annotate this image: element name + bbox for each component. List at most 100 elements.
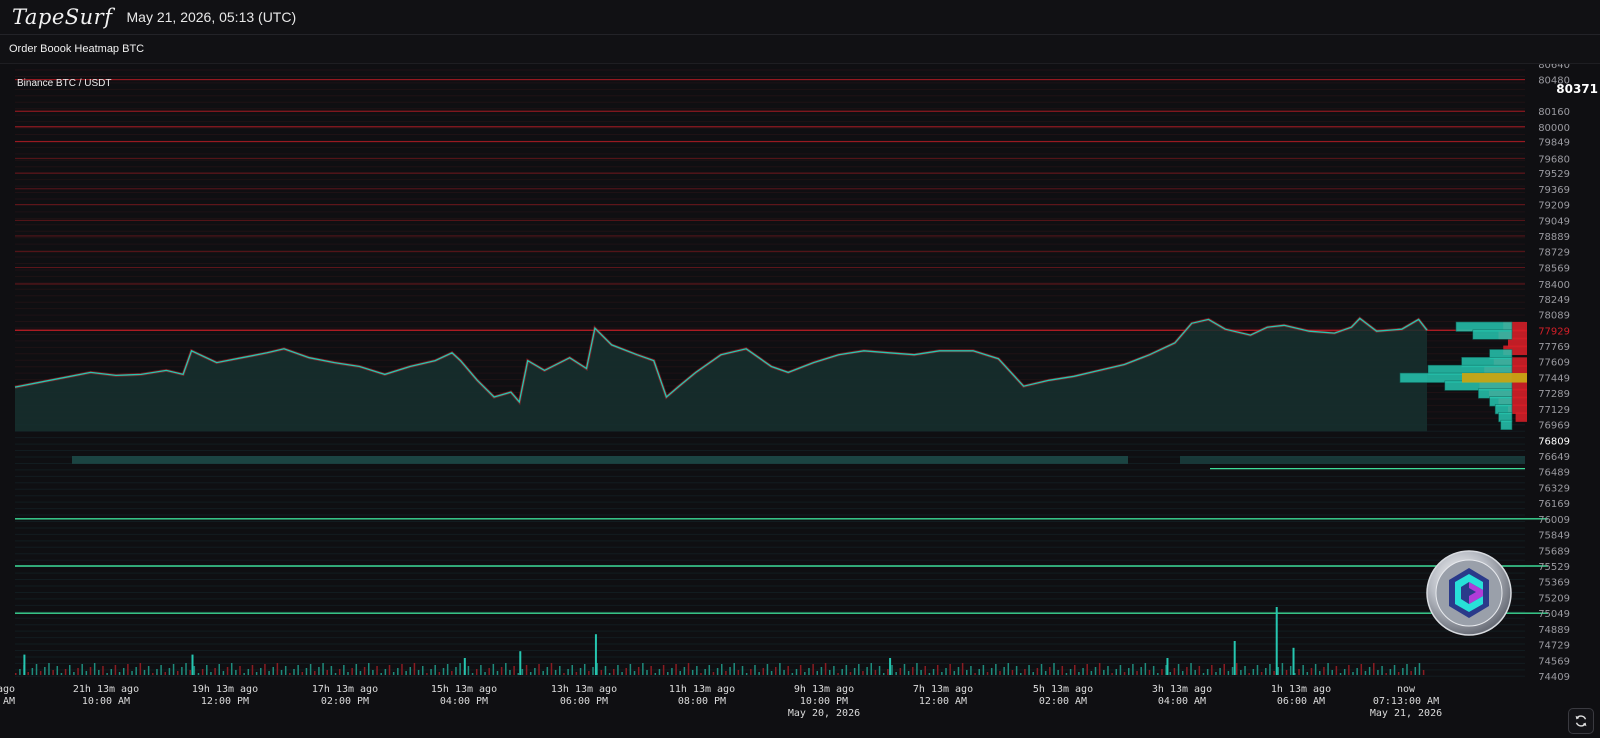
y-axis-tick-label: 78400 xyxy=(1538,280,1570,291)
volume-bar xyxy=(1219,668,1221,675)
volume-bar xyxy=(1082,668,1084,675)
volume-bar xyxy=(833,666,835,675)
volume-bar xyxy=(272,667,274,675)
volume-bar xyxy=(430,669,432,675)
y-axis-tick-label: 77609 xyxy=(1538,358,1570,369)
volume-bar xyxy=(210,672,212,675)
refresh-button[interactable] xyxy=(1568,708,1594,734)
x-axis-date-label: May 21, 2026 xyxy=(1370,708,1442,719)
volume-bar xyxy=(343,665,345,675)
volume-bar xyxy=(110,669,113,675)
y-axis-tick-label: 77289 xyxy=(1538,389,1570,400)
volume-bar xyxy=(899,668,902,675)
volume-bar xyxy=(1107,666,1109,675)
volume-bar xyxy=(629,664,632,675)
volume-bar xyxy=(995,664,997,675)
volume-bar xyxy=(89,667,92,675)
volume-bar xyxy=(986,672,989,675)
volume-bar xyxy=(1397,672,1400,675)
volume-bar xyxy=(1057,670,1059,675)
volume-bar xyxy=(1206,669,1209,675)
y-axis-tick-label: 77449 xyxy=(1538,373,1570,384)
volume-bar xyxy=(1086,664,1088,675)
volume-bar xyxy=(990,668,993,675)
volume-bar xyxy=(52,670,54,675)
x-axis-time-label: 10:00 AM xyxy=(82,696,130,707)
volume-bar xyxy=(949,664,951,675)
y-axis-tick-label: 77929 xyxy=(1538,326,1570,337)
volume-bar xyxy=(737,670,740,675)
y-axis-tick-label: 79849 xyxy=(1538,138,1570,149)
volume-bar xyxy=(505,663,507,675)
volume-bar xyxy=(542,671,544,675)
volume-bar xyxy=(687,663,690,675)
volume-bar xyxy=(1123,672,1126,675)
y-axis-tick-label: 75209 xyxy=(1538,593,1570,604)
volume-bar xyxy=(654,673,657,675)
heatmap-svg[interactable]: 80640 80480 80160 80000 79849 79680 79529 79369… xyxy=(0,64,1600,738)
volume-bar xyxy=(1065,673,1068,675)
volume-bar xyxy=(1148,670,1151,675)
heatmap-chart[interactable]: 80640 80480 80160 80000 79849 79680 79529 79369… xyxy=(0,64,1600,738)
ask-depth-bar xyxy=(1498,329,1527,340)
volume-bar xyxy=(1015,666,1018,675)
volume-bar xyxy=(214,668,216,675)
volume-bar xyxy=(1069,669,1072,675)
volume-bar xyxy=(725,671,727,675)
y-axis-tick-label: 80160 xyxy=(1538,107,1570,118)
volume-bar xyxy=(442,668,445,675)
exchange-pair-label: Binance BTC / USDT xyxy=(17,78,112,89)
volume-bar xyxy=(567,669,569,675)
volume-bar xyxy=(538,664,540,675)
volume-bar xyxy=(961,663,964,675)
y-axis-tick-label: 75529 xyxy=(1538,562,1570,573)
app-logo[interactable]: TapeSurf xyxy=(12,5,113,29)
x-axis-relative-label: 7h 13m ago xyxy=(913,684,973,695)
x-axis-time-label: 04:00 PM xyxy=(440,696,488,707)
volume-spike-bar xyxy=(191,654,194,675)
volume-bar xyxy=(397,668,399,675)
volume-bar xyxy=(135,667,137,675)
volume-spike-bar xyxy=(1233,641,1236,675)
volume-bar xyxy=(293,669,295,675)
volume-bar xyxy=(974,673,976,675)
volume-bar xyxy=(1165,665,1167,675)
volume-bar xyxy=(1248,673,1250,675)
volume-bar xyxy=(637,667,640,675)
volume-bar xyxy=(866,667,868,675)
volume-bar xyxy=(1049,667,1051,675)
last-price-label: 80371 xyxy=(1556,82,1598,96)
volume-bar xyxy=(559,666,561,675)
volume-bar xyxy=(1036,668,1039,675)
volume-bar xyxy=(168,668,171,675)
volume-bar xyxy=(700,673,702,675)
volume-bar xyxy=(1111,673,1113,675)
volume-bar xyxy=(891,665,893,675)
volume-bar xyxy=(1422,670,1425,675)
volume-spike-bar xyxy=(889,658,892,675)
volume-bar xyxy=(912,667,914,675)
volume-spike-bar xyxy=(1292,647,1295,675)
volume-bar xyxy=(1090,671,1093,675)
volume-bar xyxy=(1115,669,1118,675)
volume-bar xyxy=(729,667,731,675)
volume-bar xyxy=(799,665,802,675)
volume-bar xyxy=(255,672,258,675)
volume-bar xyxy=(874,670,877,675)
volume-bar xyxy=(98,670,100,675)
y-axis-tick-label: 79049 xyxy=(1538,216,1570,227)
y-axis-tick-label: 77769 xyxy=(1538,342,1570,353)
x-axis-time-label: 06:00 PM xyxy=(560,696,608,707)
volume-bar xyxy=(957,667,960,675)
volume-bar xyxy=(1294,673,1296,675)
volume-bar xyxy=(1227,671,1230,675)
x-axis-relative-label: now xyxy=(1397,684,1416,695)
volume-bar xyxy=(1235,663,1238,675)
volume-bar xyxy=(60,673,63,675)
volume-bar xyxy=(127,664,129,675)
volume-bar xyxy=(19,669,21,675)
volume-bar xyxy=(579,668,582,675)
volume-bar xyxy=(268,671,270,675)
y-axis-tick-label: 78089 xyxy=(1538,311,1570,322)
x-axis-time-label: 12:00 PM xyxy=(201,696,249,707)
